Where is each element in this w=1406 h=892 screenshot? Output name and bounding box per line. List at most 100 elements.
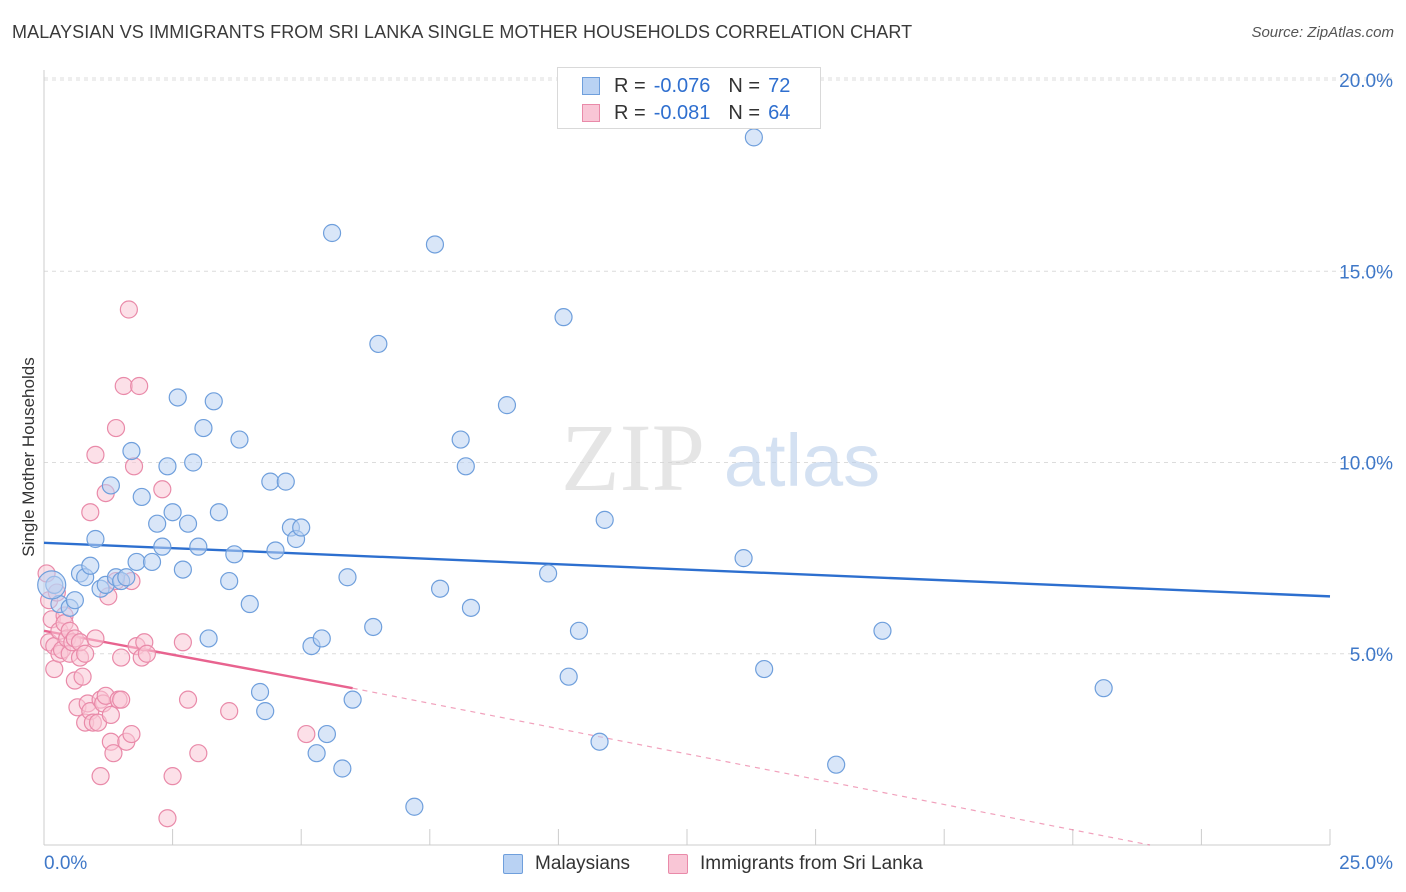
malaysian-point (65, 591, 84, 610)
sri-lanka-point (45, 659, 64, 679)
malaysian-point (343, 690, 362, 709)
pink-swatch (582, 104, 600, 122)
n-value: 64 (768, 101, 791, 124)
malaysian-point (873, 621, 892, 640)
sri-lanka-point (220, 702, 239, 721)
tick-labels: 5.0% 10.0% 15.0% 20.0% 0.0% 25.0% (44, 71, 1393, 874)
malaysian-point (333, 759, 352, 778)
stats-row-malaysians: R = -0.076 N = 72 (582, 74, 790, 98)
r-label: R = (614, 101, 646, 124)
watermark-zip: ZIP (561, 404, 705, 511)
stats-row-sri-lanka: R = -0.081 N = 64 (582, 101, 790, 125)
malaysian-point (230, 430, 249, 449)
malaysian-point (204, 392, 223, 411)
malaysian-point (101, 476, 120, 495)
sri-lanka-point (178, 690, 198, 709)
x-tick-label: 25.0% (1339, 853, 1393, 874)
malaysian-point (539, 564, 558, 583)
malaysian-point (194, 418, 213, 438)
blue-swatch (503, 854, 523, 874)
malaysian-point (127, 552, 146, 572)
malaysian-point (122, 441, 141, 461)
malaysian-point (312, 629, 331, 648)
legend-item-sri-lanka[interactable]: Immigrants from Sri Lanka (668, 852, 923, 876)
malaysian-point (317, 724, 337, 744)
malaysian-point (569, 621, 589, 640)
n-label: N = (728, 74, 761, 97)
malaysian-point (755, 659, 774, 679)
malaysian-point (173, 560, 192, 579)
malaysian-point (430, 579, 450, 598)
malaysian-point (276, 472, 295, 491)
malaysian-point (225, 545, 244, 564)
sri-lanka-point (114, 376, 133, 396)
legend-label: Malaysians (535, 853, 631, 874)
malaysian-point (163, 503, 182, 522)
r-value: -0.081 (653, 101, 711, 124)
sri-lanka-point (86, 629, 105, 648)
sri-lanka-point (91, 767, 110, 786)
sri-lanka-point (104, 744, 123, 763)
n-value: 72 (768, 74, 791, 97)
malaysian-point (559, 667, 578, 686)
malaysian-point (168, 388, 187, 407)
malaysian-point (456, 457, 475, 476)
sri-lanka-point (86, 445, 105, 464)
y-axis-label: Single Mother Households (19, 357, 38, 556)
malaysian-point (148, 514, 167, 533)
watermark: ZIP atlas (561, 404, 880, 511)
chart-title: MALAYSIAN VS IMMIGRANTS FROM SRI LANKA S… (12, 22, 913, 42)
malaysian-point (250, 682, 270, 702)
malaysian-point (590, 732, 609, 751)
malaysian-point (184, 453, 203, 472)
trend-lines (43, 541, 1331, 846)
sri-lanka-point (81, 503, 100, 522)
malaysian-point (425, 235, 445, 254)
malaysian-point (322, 223, 342, 243)
sri-lanka-point (101, 705, 120, 725)
malaysian-point (369, 334, 388, 354)
malaysian-point (189, 537, 208, 556)
sri-lanka-point (76, 644, 95, 663)
malaysian-point (261, 472, 280, 491)
pink-swatch (668, 854, 688, 874)
gridlines (44, 77, 1395, 655)
malaysian-point (209, 503, 228, 522)
malaysian-point (451, 430, 470, 449)
malaysian-point (81, 556, 100, 575)
malaysian-point (1094, 679, 1113, 698)
malaysian-point (178, 514, 198, 533)
legend-label: Immigrants from Sri Lanka (700, 853, 923, 874)
sri-lanka-trend-extension (352, 687, 1151, 846)
legend-item-malaysians[interactable]: Malaysians (503, 852, 630, 876)
sri-lanka-point (124, 457, 144, 476)
y-tick-label: 20.0% (1339, 71, 1393, 92)
sri-lanka-point (173, 633, 192, 652)
malaysian-point (744, 128, 763, 147)
axes (43, 70, 1331, 846)
r-label: R = (614, 74, 646, 97)
sri-lanka-point (297, 724, 316, 744)
malaysian-point (153, 537, 172, 556)
malaysian-point (461, 598, 481, 617)
malaysian-point (256, 702, 275, 721)
y-tick-label: 5.0% (1350, 645, 1393, 666)
sri-lanka-point (106, 418, 126, 438)
malaysian-point (117, 568, 136, 587)
y-tick-label: 10.0% (1339, 454, 1393, 475)
watermark-atlas: atlas (724, 419, 880, 502)
malaysian-point (86, 529, 105, 549)
r-value: -0.076 (653, 74, 711, 97)
sri-lanka-point (137, 644, 156, 663)
malaysian-point (307, 744, 326, 763)
malaysian-point (338, 568, 357, 587)
malaysian-point (364, 617, 383, 637)
malaysian-point (734, 549, 753, 568)
malaysian-point (497, 396, 517, 415)
malaysian-point (405, 797, 424, 816)
x-tick-label: 0.0% (44, 853, 87, 874)
malaysian-point (142, 552, 162, 572)
malaysian-point (132, 487, 151, 507)
malaysian-point (595, 510, 614, 529)
